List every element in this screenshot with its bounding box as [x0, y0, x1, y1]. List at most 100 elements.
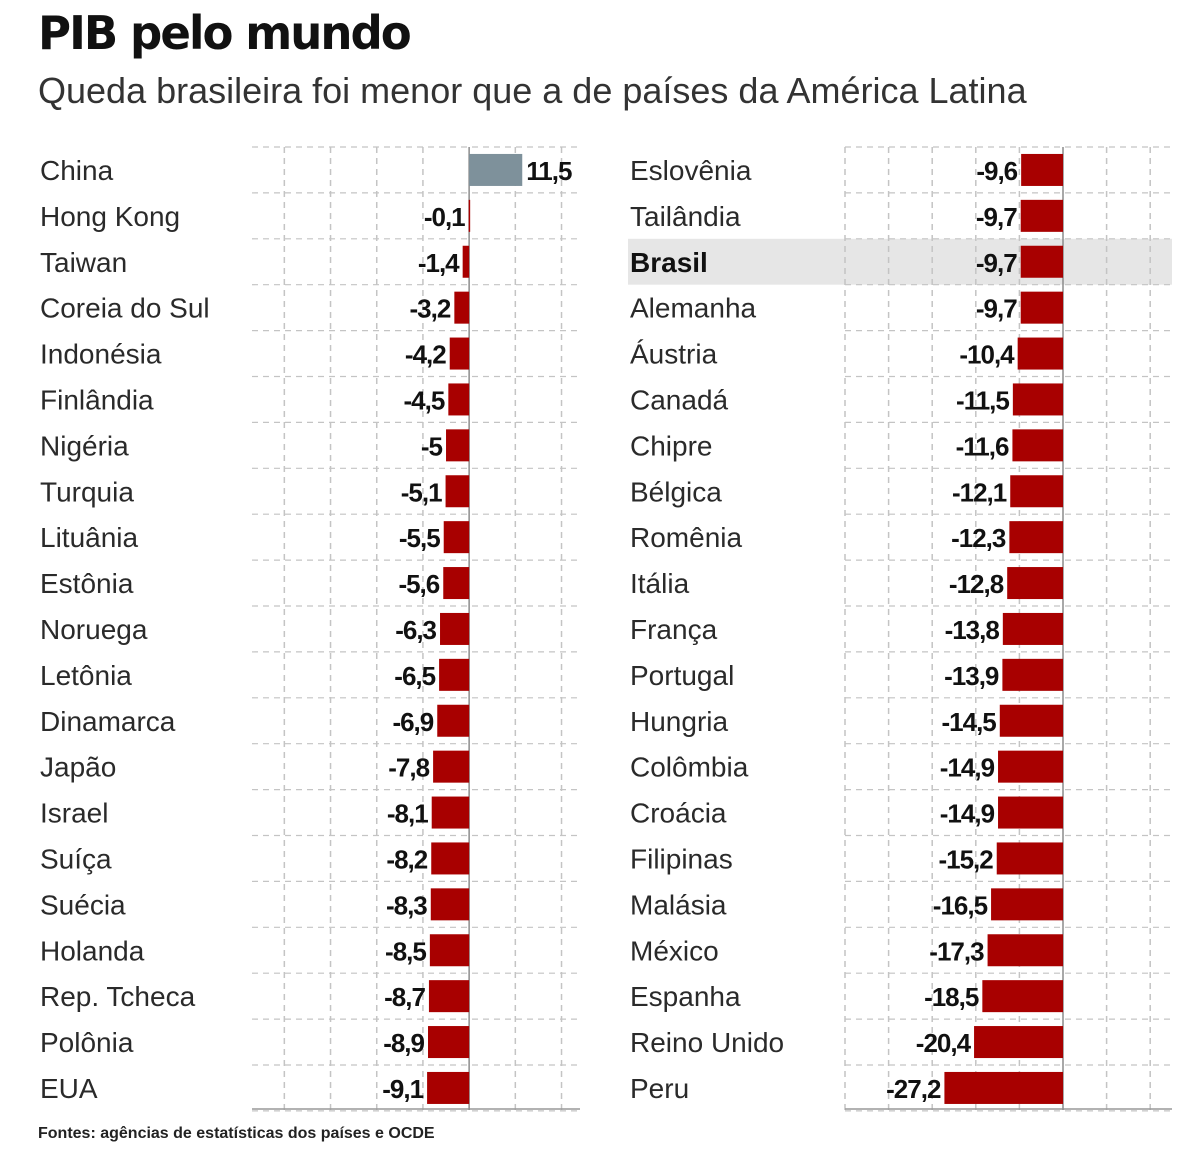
category-label: Croácia — [630, 798, 727, 829]
bar — [1021, 153, 1063, 186]
category-label: Canadá — [630, 384, 729, 415]
bar — [987, 934, 1063, 967]
bar — [468, 199, 471, 232]
bar — [437, 704, 470, 737]
value-label: -8,3 — [386, 890, 427, 920]
value-label: -10,4 — [959, 340, 1015, 370]
value-label: -6,9 — [392, 707, 433, 737]
category-label: Peru — [630, 1073, 689, 1104]
category-label: Noruega — [40, 614, 148, 645]
category-label: Turquia — [40, 476, 134, 507]
value-label: -9,7 — [976, 248, 1017, 278]
bar — [944, 1071, 1063, 1104]
value-label: -9,7 — [976, 202, 1017, 232]
category-label: Nigéria — [40, 430, 129, 461]
category-label: Filipinas — [630, 843, 733, 874]
value-label: -15,2 — [938, 844, 993, 874]
category-label: Itália — [630, 568, 690, 599]
bar — [431, 796, 470, 829]
category-label: Espanha — [630, 981, 741, 1012]
value-label: -12,1 — [952, 477, 1007, 507]
chart-title: PIB pelo mundo — [38, 6, 412, 60]
category-label: Coreia do Sul — [40, 293, 210, 324]
value-label: -8,5 — [385, 936, 426, 966]
bar — [1007, 567, 1063, 600]
value-label: -20,4 — [916, 1028, 972, 1058]
bar — [443, 567, 470, 600]
value-label: -13,8 — [945, 615, 1000, 645]
value-label: -9,6 — [976, 156, 1017, 186]
category-label: Israel — [40, 798, 108, 829]
category-label: Brasil — [630, 247, 708, 278]
category-label: Hungria — [630, 706, 728, 737]
bar — [469, 153, 523, 186]
category-label: Alemanha — [630, 293, 757, 324]
category-label: EUA — [40, 1073, 98, 1104]
bar — [1020, 291, 1063, 324]
category-label: Portugal — [630, 660, 734, 691]
value-label: -27,2 — [886, 1074, 941, 1104]
value-label: -8,1 — [387, 799, 428, 829]
value-label: -5 — [421, 431, 443, 461]
category-label: Malásia — [630, 889, 727, 920]
bar — [998, 796, 1063, 829]
value-label: -12,8 — [949, 569, 1004, 599]
bar — [454, 291, 470, 324]
bar — [443, 521, 470, 554]
category-label: França — [630, 614, 718, 645]
category-label: Suíça — [40, 843, 112, 874]
value-label: -17,3 — [929, 936, 984, 966]
category-label: Rep. Tcheca — [40, 981, 196, 1012]
panel-1: China 11,5 Hong Kong -0,1 Taiwan -1,4 Coreia d… — [40, 146, 580, 1112]
value-label: -8,7 — [384, 982, 425, 1012]
value-label: -11,5 — [956, 385, 1009, 415]
category-label: Dinamarca — [40, 706, 176, 737]
bar — [446, 429, 470, 462]
bar — [1012, 383, 1063, 416]
value-label: -5,1 — [401, 477, 442, 507]
category-label: Reino Unido — [630, 1027, 784, 1058]
category-label: Áustria — [630, 339, 718, 370]
value-label: -16,5 — [933, 890, 988, 920]
category-label: México — [630, 935, 719, 966]
category-label: Hong Kong — [40, 201, 180, 232]
category-label: Taiwan — [40, 247, 127, 278]
category-label: Indonésia — [40, 339, 162, 370]
bar — [1012, 429, 1063, 462]
category-label: Polônia — [40, 1027, 134, 1058]
value-label: -14,5 — [942, 707, 997, 737]
value-label: -5,6 — [398, 569, 439, 599]
bar — [998, 750, 1063, 783]
bar — [445, 475, 470, 508]
bar — [991, 888, 1063, 921]
value-label: -9,1 — [382, 1074, 423, 1104]
bar — [999, 704, 1063, 737]
category-label: China — [40, 155, 114, 186]
chart-subtitle: Queda brasileira foi menor que a de país… — [38, 70, 1027, 111]
category-label: Bélgica — [630, 476, 722, 507]
value-label: -4,2 — [405, 340, 446, 370]
bar — [1020, 245, 1063, 278]
category-label: Colômbia — [630, 752, 749, 783]
bar — [431, 842, 470, 875]
bar — [996, 842, 1063, 875]
category-label: Japão — [40, 752, 116, 783]
bar — [1009, 521, 1063, 554]
bar — [427, 1071, 470, 1104]
value-label: -8,2 — [386, 844, 427, 874]
bar — [440, 612, 470, 645]
value-label: -5,5 — [399, 523, 440, 553]
value-label: -9,7 — [976, 294, 1017, 324]
source-note: Fontes: agências de estatísticas dos paí… — [38, 1125, 435, 1142]
gridlines — [252, 146, 580, 1112]
bar — [982, 980, 1063, 1013]
bar — [462, 245, 470, 278]
bar — [430, 888, 470, 921]
category-label: Finlândia — [40, 384, 154, 415]
bar — [428, 1026, 470, 1059]
value-label: -14,9 — [940, 799, 995, 829]
panel-2: Eslovênia -9,6 Tailândia -9,7 Brasil -9,7 Alem… — [628, 146, 1172, 1112]
bar — [448, 383, 470, 416]
value-label: -13,9 — [944, 661, 999, 691]
